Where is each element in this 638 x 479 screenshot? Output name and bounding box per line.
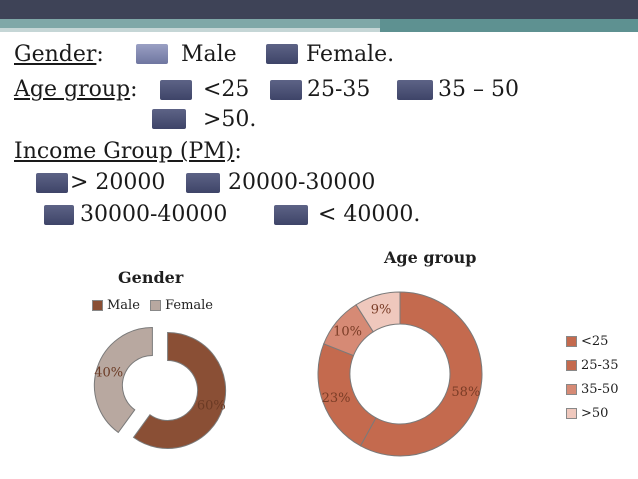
age-35-50-text: 35 – 50	[438, 77, 519, 102]
data-label-0: 60%	[197, 399, 226, 414]
data-label-1: 23%	[322, 391, 351, 406]
legend-male-label: Male	[107, 298, 140, 313]
data-label-3: 9%	[371, 303, 392, 318]
gender-female-swatch	[266, 44, 298, 64]
slice-25	[359, 291, 483, 457]
legend-label: >50	[581, 406, 609, 421]
income-gt20000-swatch	[36, 173, 68, 193]
legend-female-label: Female	[165, 298, 213, 313]
gender-chart-legend: Male Female	[92, 298, 213, 313]
legend-female-swatch	[150, 300, 162, 311]
gender-male-swatch	[136, 44, 168, 64]
age-doughnut-chart: 58% 23% 10% 9%	[317, 291, 483, 457]
income-lt40000-text: < 40000.	[318, 202, 421, 227]
income-lt40000-swatch	[274, 205, 308, 225]
legend-label: 35-50	[581, 382, 619, 397]
legend-swatch	[566, 360, 577, 371]
gender-label: Gender	[14, 42, 97, 67]
legend-swatch	[566, 336, 577, 347]
legend-item: >50	[566, 402, 618, 426]
gender-chart-title: Gender	[118, 268, 184, 287]
data-label-2: 10%	[333, 325, 362, 340]
legend-swatch	[566, 408, 577, 419]
age-25-35-text: 25-35	[307, 77, 371, 102]
header-accent-block	[380, 19, 638, 32]
gender-doughnut-chart: 60% 40%	[93, 327, 227, 449]
slice-female	[93, 327, 153, 434]
legend-item: <25	[566, 330, 618, 354]
gender-male-text: Male	[181, 42, 237, 67]
age-lt25-text: <25	[203, 77, 250, 102]
income-30000-40000-text: 30000-40000	[80, 202, 228, 227]
legend-label: 25-35	[581, 358, 619, 373]
income-30000-40000-swatch	[44, 205, 74, 225]
income-gt20000-text: > 20000	[70, 170, 166, 195]
age-35-50-swatch	[397, 80, 433, 100]
age-25-35-swatch	[270, 80, 302, 100]
slice-50	[355, 291, 401, 333]
age-gt50-swatch	[152, 109, 186, 129]
age-lt25-swatch	[160, 80, 192, 100]
slice-male	[132, 331, 227, 449]
data-label-1: 40%	[94, 365, 123, 380]
gender-female-text: Female.	[306, 42, 395, 67]
legend-swatch	[566, 384, 577, 395]
age-chart-legend: <25 25-35 35-50 >50	[566, 330, 618, 426]
header-bar	[0, 0, 638, 19]
age-line: Age group:	[14, 77, 138, 102]
header-accent-stripe	[0, 28, 638, 32]
legend-male-swatch	[92, 300, 103, 311]
legend-item: 25-35	[566, 354, 618, 378]
age-label: Age group	[14, 77, 131, 102]
income-label: Income Group (PM)	[14, 139, 235, 164]
data-label-0: 58%	[451, 385, 480, 400]
header-accent-bar	[0, 19, 638, 28]
income-20000-30000-text: 20000-30000	[228, 170, 376, 195]
legend-label: <25	[581, 334, 609, 349]
age-chart-title: Age group	[384, 248, 477, 267]
income-line: Income Group (PM):	[14, 139, 242, 164]
legend-item: 35-50	[566, 378, 618, 402]
gender-line: Gender:	[14, 42, 104, 67]
income-20000-30000-swatch	[186, 173, 220, 193]
age-gt50-text: >50.	[203, 107, 257, 132]
